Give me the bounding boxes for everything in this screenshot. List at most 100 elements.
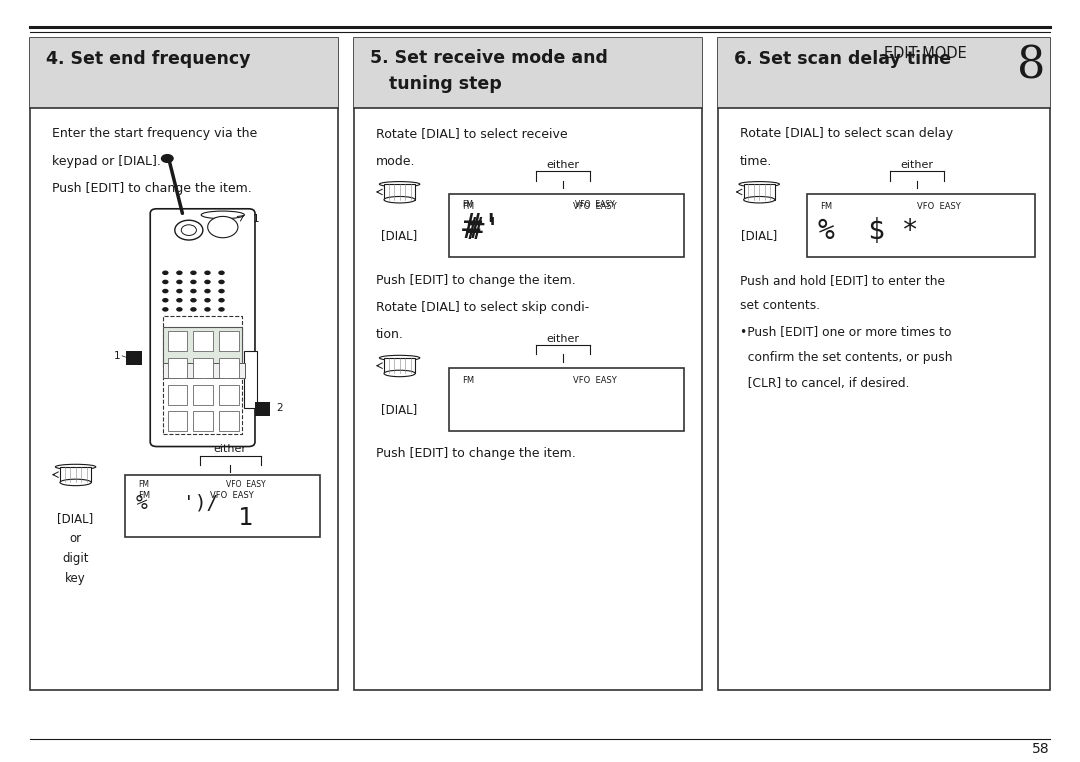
- Text: #': #': [462, 212, 502, 245]
- Text: VFO  EASY: VFO EASY: [917, 202, 961, 211]
- Text: 1: 1: [239, 506, 254, 530]
- Bar: [167, 331, 187, 351]
- Text: %  $ *: % $ *: [818, 216, 918, 245]
- Text: VFO  EASY: VFO EASY: [226, 480, 266, 489]
- Text: 1: 1: [113, 351, 120, 361]
- Circle shape: [190, 280, 197, 284]
- Text: •Push [EDIT] one or more times to: •Push [EDIT] one or more times to: [740, 325, 951, 338]
- Circle shape: [162, 271, 168, 275]
- Bar: [449, 194, 684, 257]
- Bar: [219, 331, 239, 351]
- Text: digit: digit: [63, 552, 89, 565]
- Circle shape: [176, 289, 183, 293]
- Bar: [193, 358, 213, 378]
- Circle shape: [218, 280, 225, 284]
- Text: [DIAL]: [DIAL]: [381, 403, 418, 416]
- Text: either: either: [546, 160, 579, 170]
- Circle shape: [204, 280, 211, 284]
- Circle shape: [218, 289, 225, 293]
- Bar: [163, 316, 242, 434]
- Circle shape: [162, 307, 168, 312]
- Bar: [125, 475, 320, 537]
- Circle shape: [161, 154, 174, 163]
- Circle shape: [190, 289, 197, 293]
- Circle shape: [190, 271, 197, 275]
- Text: either: either: [546, 334, 579, 344]
- Text: FM: FM: [138, 491, 150, 501]
- Text: FM: FM: [138, 480, 149, 489]
- Circle shape: [204, 298, 211, 303]
- Text: VFO  EASY: VFO EASY: [572, 202, 617, 211]
- Text: keypad or [DIAL].: keypad or [DIAL].: [52, 155, 161, 168]
- Text: Rotate [DIAL] to select receive: Rotate [DIAL] to select receive: [376, 127, 567, 140]
- Text: %   ')/: % ')/: [136, 493, 218, 512]
- Circle shape: [176, 280, 183, 284]
- Circle shape: [218, 298, 225, 303]
- Text: either: either: [214, 444, 247, 454]
- Bar: [185, 363, 202, 378]
- Text: either: either: [901, 160, 933, 170]
- Circle shape: [176, 271, 183, 275]
- Bar: [354, 38, 702, 690]
- Circle shape: [176, 307, 183, 312]
- Text: FM: FM: [462, 202, 474, 211]
- FancyBboxPatch shape: [150, 209, 255, 447]
- Text: set contents.: set contents.: [740, 299, 820, 312]
- Circle shape: [204, 307, 211, 312]
- Ellipse shape: [384, 370, 415, 376]
- Bar: [255, 402, 270, 416]
- Text: VFO  EASY: VFO EASY: [211, 491, 254, 501]
- Circle shape: [218, 271, 225, 275]
- Text: [DIAL]: [DIAL]: [381, 229, 418, 242]
- Ellipse shape: [201, 211, 244, 219]
- Text: Push [EDIT] to change the item.: Push [EDIT] to change the item.: [52, 182, 252, 195]
- Bar: [167, 385, 187, 405]
- Text: tion.: tion.: [376, 328, 404, 341]
- Bar: [354, 38, 702, 108]
- Text: [DIAL]: [DIAL]: [57, 512, 94, 525]
- Bar: [219, 385, 239, 405]
- Bar: [219, 411, 239, 431]
- Ellipse shape: [379, 181, 420, 187]
- Ellipse shape: [384, 197, 415, 203]
- Text: Push and hold [EDIT] to enter the: Push and hold [EDIT] to enter the: [740, 274, 945, 287]
- Text: #': #': [465, 216, 502, 245]
- Circle shape: [190, 298, 197, 303]
- Bar: [126, 351, 141, 365]
- Circle shape: [162, 280, 168, 284]
- Bar: [167, 358, 187, 378]
- Text: EDIT MODE: EDIT MODE: [883, 46, 967, 61]
- Text: Push [EDIT] to change the item.: Push [EDIT] to change the item.: [376, 447, 576, 460]
- Text: or: or: [69, 532, 82, 545]
- Text: key: key: [65, 572, 86, 584]
- Circle shape: [181, 225, 197, 235]
- Text: FM: FM: [462, 376, 474, 385]
- Ellipse shape: [379, 355, 420, 360]
- Bar: [718, 38, 1050, 690]
- Ellipse shape: [55, 464, 96, 469]
- Bar: [206, 363, 224, 378]
- Bar: [193, 331, 213, 351]
- Text: 2: 2: [276, 403, 283, 414]
- Text: [CLR] to cancel, if desired.: [CLR] to cancel, if desired.: [740, 377, 909, 390]
- Circle shape: [218, 307, 225, 312]
- Text: 6. Set scan delay time: 6. Set scan delay time: [734, 50, 951, 69]
- Bar: [167, 411, 187, 431]
- Bar: [744, 184, 774, 200]
- Text: 8: 8: [1017, 44, 1045, 88]
- Text: FM: FM: [820, 202, 832, 211]
- Bar: [30, 38, 338, 690]
- Bar: [244, 351, 257, 408]
- Bar: [219, 358, 239, 378]
- Bar: [718, 38, 1050, 108]
- Text: 58: 58: [1032, 742, 1050, 756]
- Bar: [228, 363, 245, 378]
- Text: VFO  EASY: VFO EASY: [572, 376, 617, 385]
- Circle shape: [162, 289, 168, 293]
- Bar: [163, 363, 180, 378]
- Text: mode.: mode.: [376, 155, 416, 168]
- Circle shape: [175, 220, 203, 240]
- Text: 1: 1: [253, 214, 259, 225]
- Bar: [449, 368, 684, 431]
- Circle shape: [204, 289, 211, 293]
